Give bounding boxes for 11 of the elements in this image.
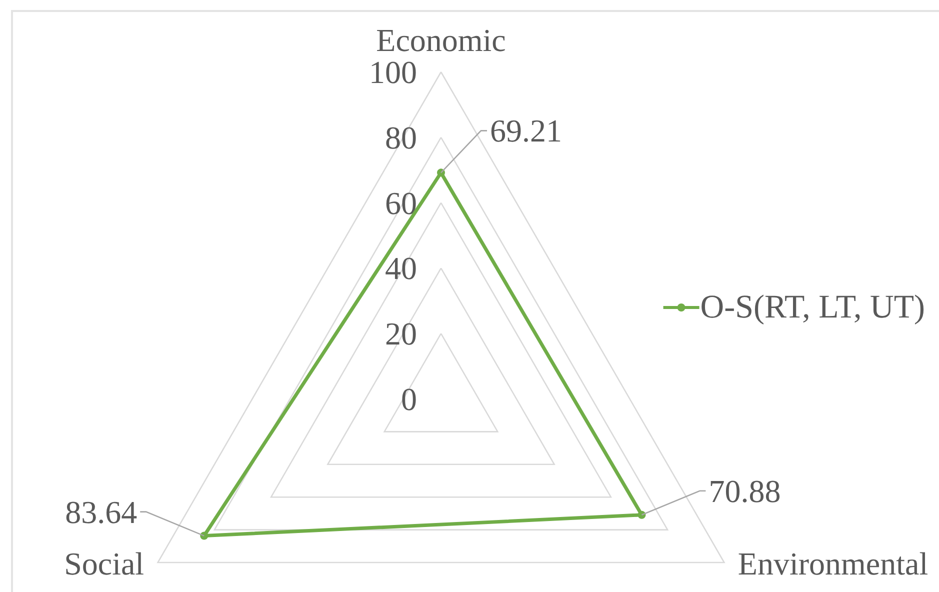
spoke-label: Social xyxy=(64,546,144,582)
data-label: 69.21 xyxy=(490,112,562,149)
data-label: 83.64 xyxy=(65,494,138,530)
spoke-label: Environmental xyxy=(738,546,928,582)
y-tick-label: 60 xyxy=(385,184,417,221)
y-tick-label: 0 xyxy=(401,381,417,417)
y-tick-label: 40 xyxy=(385,250,417,286)
data-label: 70.88 xyxy=(708,472,781,509)
y-tick-label: 20 xyxy=(385,316,417,352)
y-tick-label: 80 xyxy=(385,119,417,156)
legend-label: O-S(RT, LT, UT) xyxy=(700,290,926,326)
